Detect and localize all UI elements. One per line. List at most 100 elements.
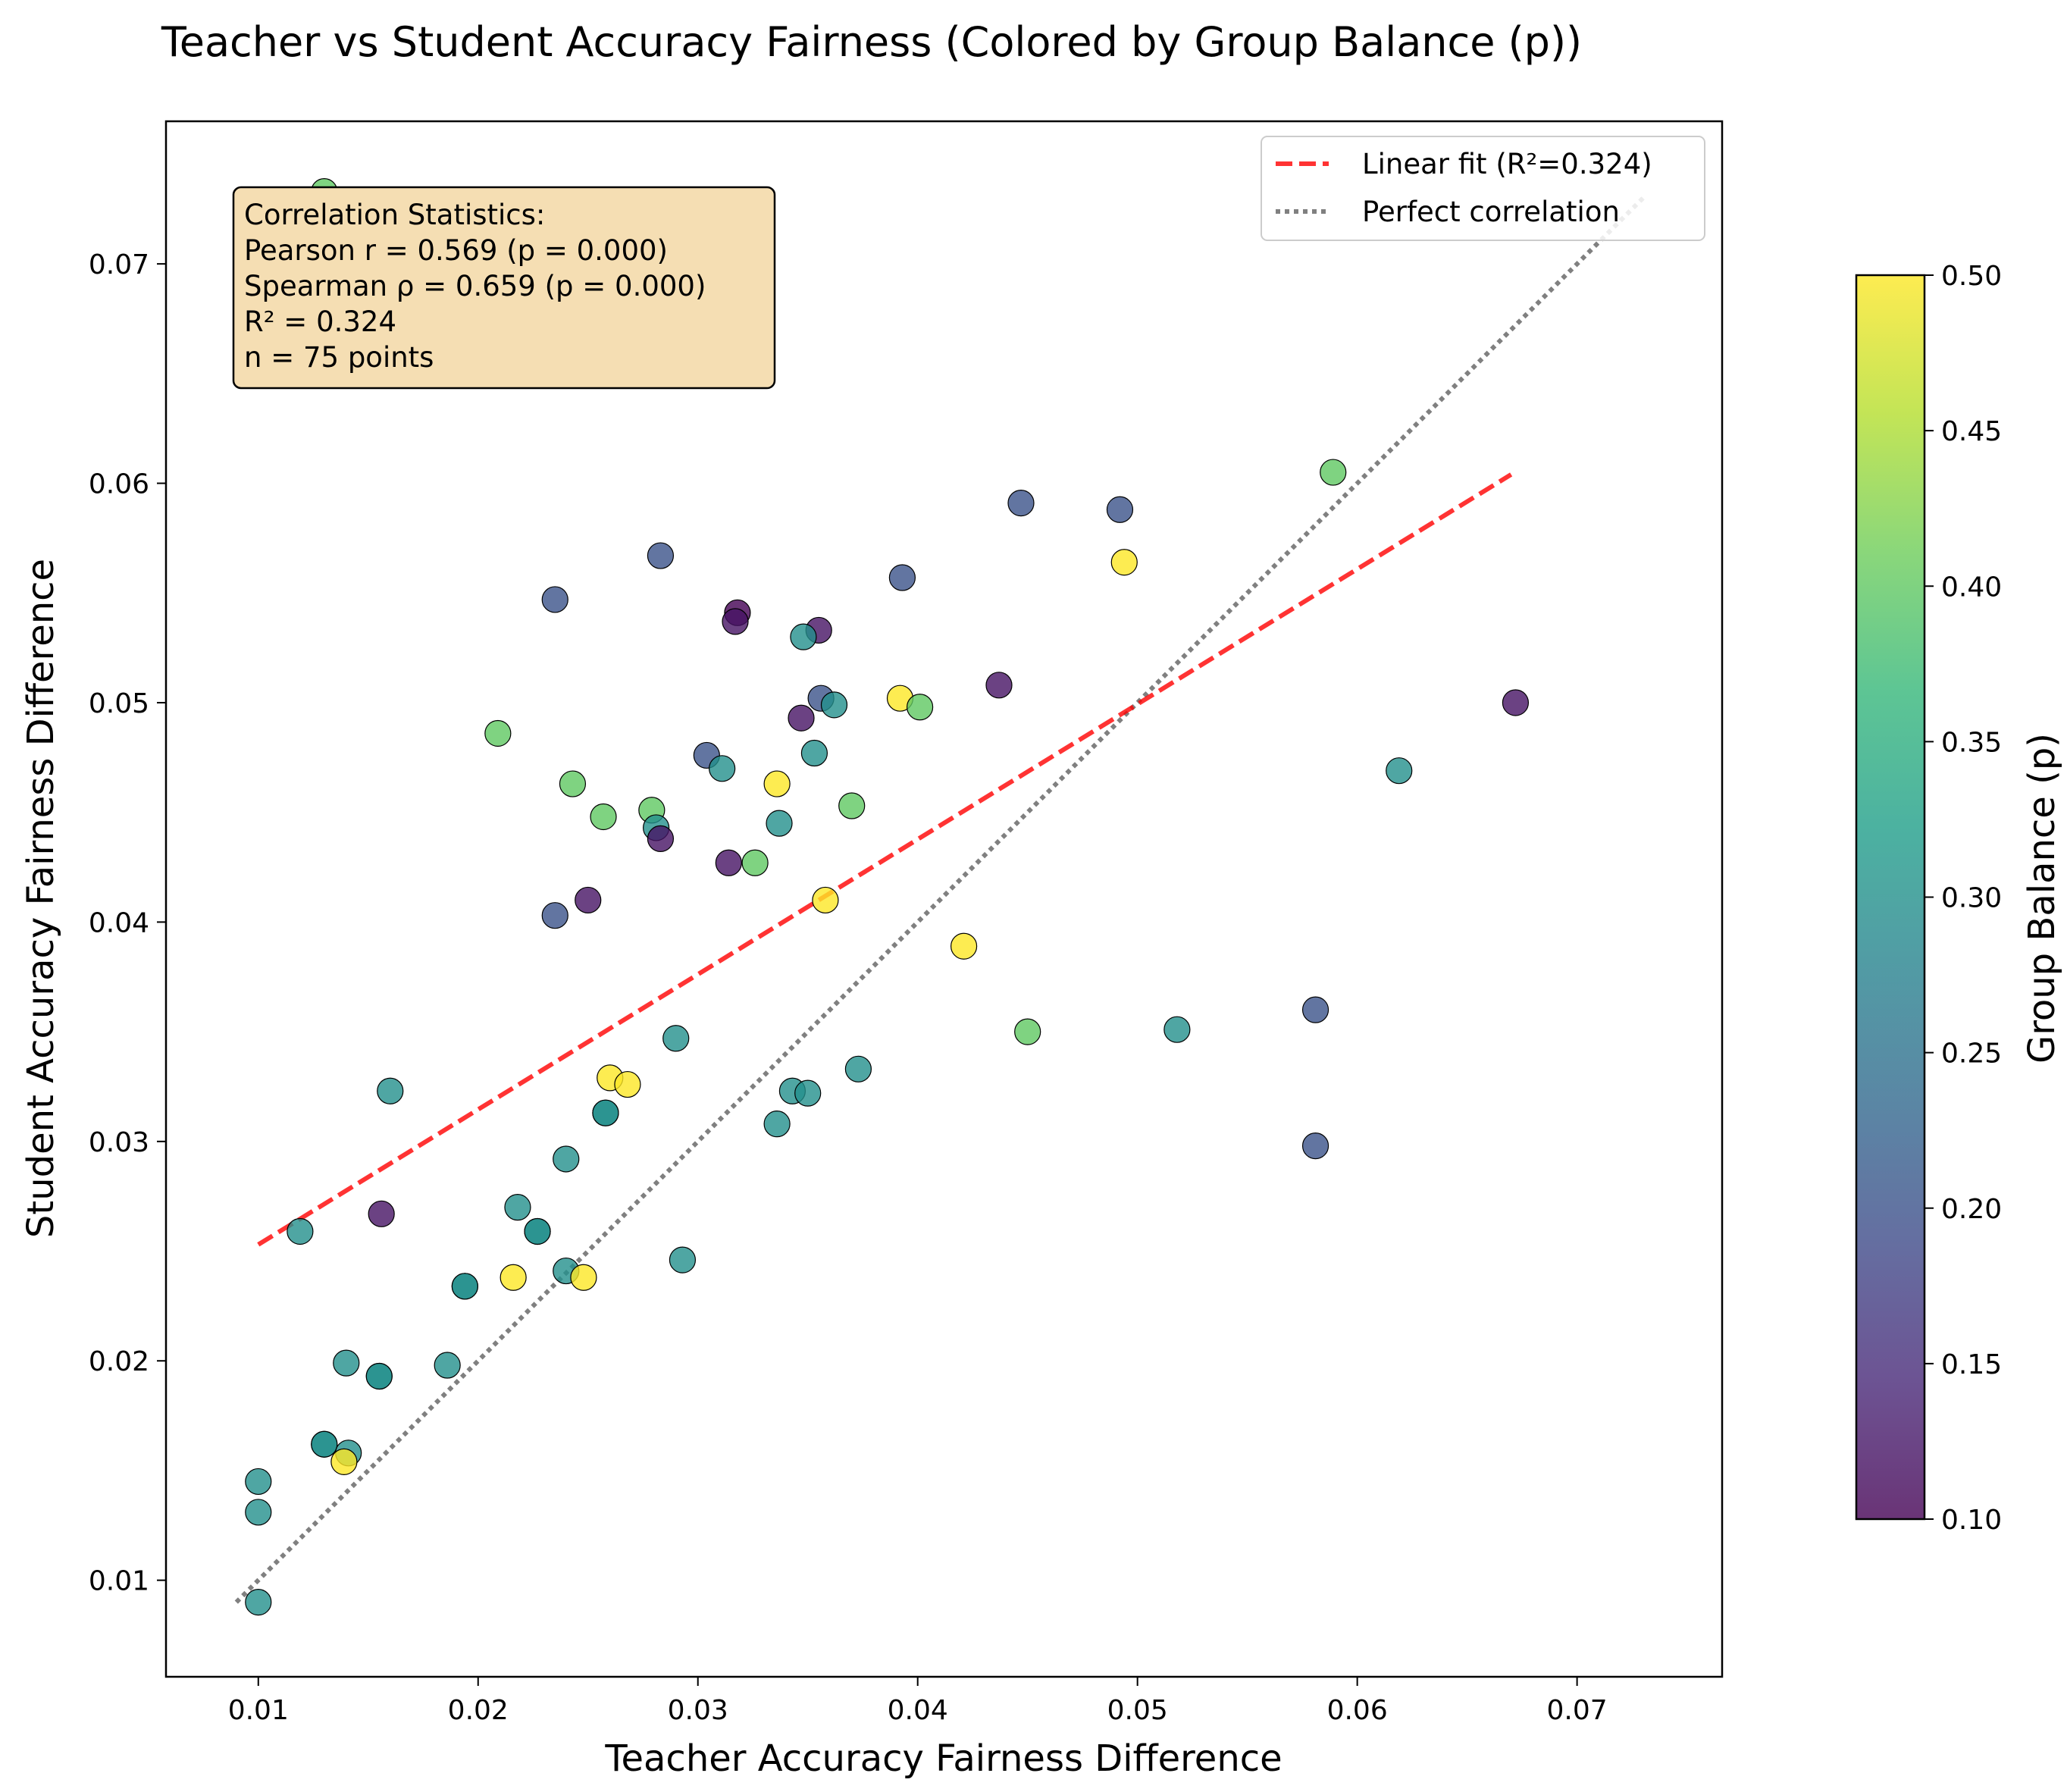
y-tick-label: 0.03 bbox=[89, 1127, 149, 1158]
colorbar-ticks: 0.10 0.15 0.20 0.25 0.30 0.35 0.40 0.45 0.50 bbox=[1925, 261, 2002, 1536]
legend-fit-label: Linear fit (R²=0.324) bbox=[1362, 148, 1652, 180]
y-axis-ticks: 0.01 0.02 0.03 0.04 0.05 0.06 0.07 bbox=[89, 249, 166, 1597]
scatter-point bbox=[1301, 996, 1329, 1023]
colorbar-tick-label: 0.45 bbox=[1941, 416, 2002, 447]
x-tick-label: 0.06 bbox=[1327, 1695, 1388, 1726]
scatter-point bbox=[1320, 459, 1347, 486]
scatter-point bbox=[715, 849, 742, 876]
scatter-point bbox=[1014, 1018, 1041, 1045]
scatter-point bbox=[907, 694, 934, 721]
colorbar-tick-label: 0.20 bbox=[1941, 1194, 2002, 1225]
stats-line-r2: R² = 0.324 bbox=[244, 305, 396, 338]
scatter-point bbox=[377, 1077, 404, 1104]
legend-frame bbox=[1261, 136, 1705, 241]
scatter-point bbox=[1007, 489, 1035, 517]
scatter-point bbox=[368, 1200, 395, 1227]
scatter-point bbox=[592, 1099, 619, 1126]
stats-line-header: Correlation Statistics: bbox=[244, 199, 545, 231]
scatter-point bbox=[559, 770, 587, 797]
scatter-point bbox=[570, 1264, 597, 1291]
y-tick-label: 0.06 bbox=[89, 469, 149, 500]
scatter-point bbox=[788, 704, 815, 732]
fit-line bbox=[257, 472, 1513, 1247]
scatter-point bbox=[245, 1468, 272, 1496]
scatter-point bbox=[575, 886, 602, 914]
scatter-points bbox=[245, 178, 1530, 1616]
scatter-point bbox=[245, 1588, 272, 1616]
scatter-point bbox=[365, 1362, 393, 1390]
scatter-point bbox=[763, 1111, 791, 1138]
scatter-point bbox=[647, 825, 675, 853]
scatter-point bbox=[950, 932, 978, 960]
y-tick-label: 0.04 bbox=[89, 907, 149, 938]
scatter-point bbox=[541, 902, 568, 929]
colorbar-label: Group Balance (p) bbox=[2021, 733, 2063, 1064]
chart-title: Teacher vs Student Accuracy Fairness (Co… bbox=[161, 18, 1582, 66]
x-tick-label: 0.05 bbox=[1107, 1695, 1168, 1726]
scatter-point bbox=[287, 1217, 314, 1245]
scatter-point bbox=[985, 672, 1013, 699]
scatter-point bbox=[333, 1349, 360, 1377]
identity-line-layer bbox=[234, 196, 1645, 1604]
y-tick-label: 0.07 bbox=[89, 249, 149, 280]
colorbar-tick-label: 0.25 bbox=[1941, 1039, 2002, 1070]
scatter-point bbox=[800, 739, 828, 767]
stats-line-pearson: Pearson r = 0.569 (p = 0.000) bbox=[244, 234, 668, 267]
scatter-point bbox=[553, 1145, 580, 1173]
scatter-point bbox=[741, 849, 769, 876]
stats-line-n: n = 75 points bbox=[244, 341, 434, 374]
scatter-point bbox=[451, 1273, 478, 1300]
x-axis-ticks: 0.01 0.02 0.03 0.04 0.05 0.06 0.07 bbox=[228, 1677, 1608, 1726]
x-tick-label: 0.07 bbox=[1547, 1695, 1608, 1726]
scatter-point bbox=[484, 719, 512, 747]
colorbar-tick-label: 0.30 bbox=[1941, 883, 2002, 914]
scatter-point bbox=[1163, 1016, 1191, 1043]
scatter-point bbox=[812, 886, 839, 914]
identity-line bbox=[234, 196, 1645, 1604]
colorbar-tick-label: 0.40 bbox=[1941, 572, 2002, 603]
stats-box-background bbox=[232, 186, 776, 390]
scatter-point bbox=[763, 770, 791, 797]
scatter-point bbox=[245, 1499, 272, 1526]
stats-line-spearman: Spearman ρ = 0.659 (p = 0.000) bbox=[244, 270, 706, 302]
scatter-point bbox=[524, 1217, 551, 1245]
y-tick-label: 0.02 bbox=[89, 1346, 149, 1377]
scatter-point bbox=[794, 1079, 822, 1107]
colorbar: 0.10 0.15 0.20 0.25 0.30 0.35 0.40 0.45 0.50 Gro… bbox=[1855, 261, 2063, 1536]
scatter-point bbox=[1106, 496, 1134, 523]
colorbar-tick-label: 0.10 bbox=[1941, 1505, 2002, 1536]
plot-frame bbox=[164, 120, 1724, 1678]
scatter-point bbox=[888, 564, 916, 591]
colorbar-tick-label: 0.35 bbox=[1941, 727, 2002, 758]
scatter-point bbox=[709, 755, 736, 782]
y-tick-label: 0.05 bbox=[89, 688, 149, 719]
scatter-point bbox=[766, 810, 793, 837]
colorbar-tick-label: 0.15 bbox=[1941, 1349, 2002, 1380]
scatter-point bbox=[844, 1055, 872, 1082]
scatter-point bbox=[504, 1194, 531, 1221]
colorbar-tick-label: 0.50 bbox=[1941, 261, 2002, 292]
scatter-point bbox=[614, 1070, 641, 1098]
colorbar-gradient bbox=[1856, 275, 1925, 1519]
scatter-point bbox=[669, 1246, 697, 1274]
scatter-point bbox=[311, 1430, 338, 1458]
scatter-point bbox=[647, 542, 675, 569]
scatter-point bbox=[541, 586, 568, 613]
y-tick-label: 0.01 bbox=[89, 1566, 149, 1597]
scatter-point bbox=[1502, 689, 1530, 716]
scatter-point bbox=[790, 623, 817, 650]
scatter-point bbox=[330, 1448, 358, 1475]
fit-line-layer bbox=[257, 472, 1513, 1247]
legend: Linear fit (R²=0.324) Perfect correlatio… bbox=[1261, 136, 1705, 241]
scatter-point bbox=[722, 608, 749, 635]
scatter-point bbox=[590, 803, 617, 831]
scatter-point bbox=[820, 691, 848, 719]
x-tick-label: 0.03 bbox=[668, 1695, 728, 1726]
scatter-point bbox=[500, 1264, 527, 1291]
x-tick-label: 0.01 bbox=[228, 1695, 289, 1726]
scatter-point bbox=[1110, 549, 1138, 576]
scatter-point bbox=[1386, 757, 1413, 785]
scatter-point bbox=[662, 1025, 690, 1052]
scatter-point bbox=[1301, 1132, 1329, 1160]
